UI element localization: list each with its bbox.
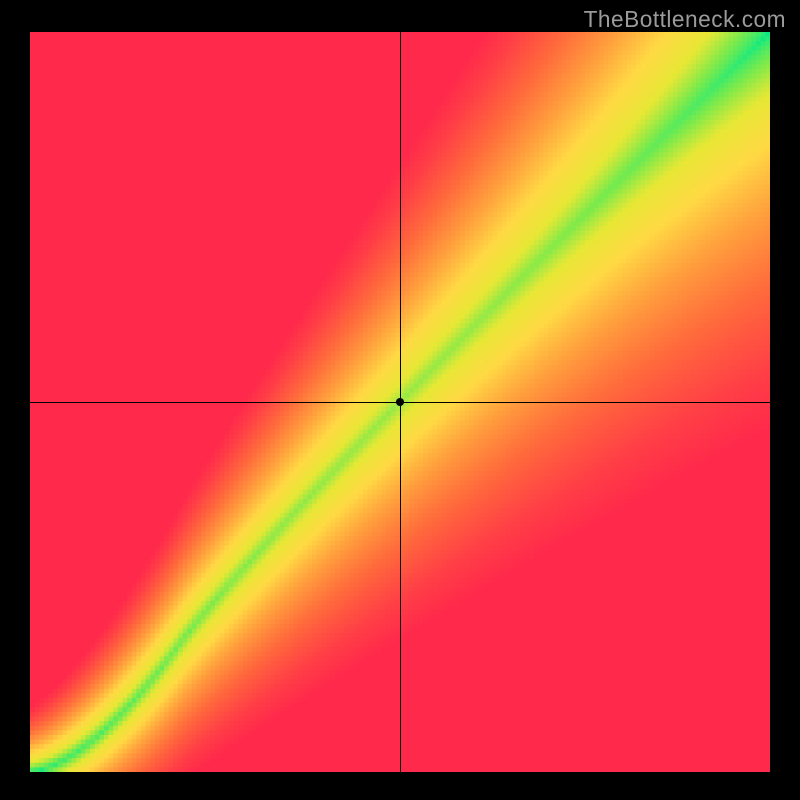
plot-area xyxy=(30,32,770,772)
watermark-text: TheBottleneck.com xyxy=(584,6,786,33)
heatmap-canvas xyxy=(30,32,770,772)
chart-frame: TheBottleneck.com xyxy=(0,0,800,800)
